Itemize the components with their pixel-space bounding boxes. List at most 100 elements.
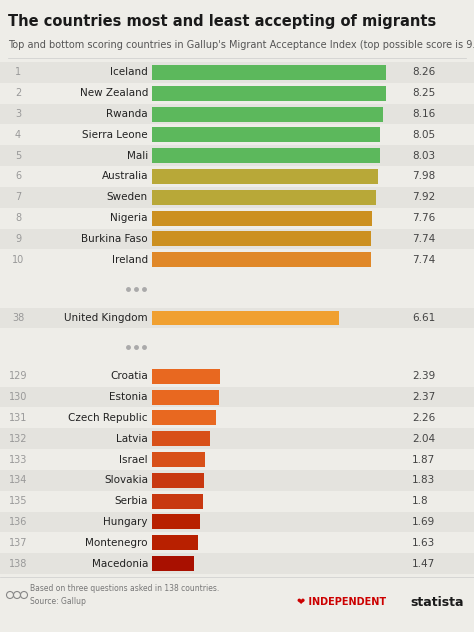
Text: 2.26: 2.26 (412, 413, 435, 423)
Bar (0, 490, 474, 511)
Bar (0, 511, 474, 532)
Text: 8.26: 8.26 (412, 68, 435, 77)
Text: 4: 4 (15, 130, 21, 140)
Text: 3: 3 (15, 109, 21, 119)
Text: Montenegro: Montenegro (85, 538, 148, 548)
Text: 8.16: 8.16 (412, 109, 435, 119)
Bar (152, 369, 220, 384)
Text: 2.37: 2.37 (412, 392, 435, 402)
Text: Top and bottom scoring countries in Gallup's Migrant Acceptance Index (top possi: Top and bottom scoring countries in Gall… (8, 40, 474, 50)
Text: 9: 9 (15, 234, 21, 244)
Text: Australia: Australia (101, 171, 148, 181)
Bar (152, 190, 376, 205)
Text: Czech Republic: Czech Republic (69, 413, 148, 423)
Text: 8.05: 8.05 (412, 130, 435, 140)
Bar (152, 86, 386, 100)
Text: 5: 5 (15, 150, 21, 161)
Text: Israel: Israel (119, 454, 148, 465)
Text: 7: 7 (15, 192, 21, 202)
Text: 131: 131 (9, 413, 27, 423)
Text: Slovakia: Slovakia (104, 475, 148, 485)
Text: ❤ INDEPENDENT: ❤ INDEPENDENT (297, 597, 386, 607)
Text: 1.69: 1.69 (412, 517, 435, 527)
Bar (152, 210, 372, 226)
Bar (152, 452, 205, 467)
Text: Mali: Mali (127, 150, 148, 161)
Bar (0, 249, 474, 270)
Bar (0, 553, 474, 574)
Text: Iceland: Iceland (110, 68, 148, 77)
Text: statista: statista (410, 595, 464, 609)
Bar (152, 128, 380, 142)
Bar (0, 308, 474, 329)
Bar (0, 187, 474, 208)
Text: 7.98: 7.98 (412, 171, 435, 181)
Text: 136: 136 (9, 517, 27, 527)
Bar (152, 535, 198, 550)
Bar (152, 148, 380, 163)
Text: 129: 129 (9, 371, 27, 381)
Text: Burkina Faso: Burkina Faso (82, 234, 148, 244)
Text: 137: 137 (9, 538, 27, 548)
Bar (0, 229, 474, 249)
Bar (152, 556, 194, 571)
Bar (0, 104, 474, 125)
Text: 1.63: 1.63 (412, 538, 435, 548)
Text: Macedonia: Macedonia (91, 559, 148, 569)
Bar (152, 65, 386, 80)
Text: 38: 38 (12, 313, 24, 323)
Bar (0, 125, 474, 145)
Text: 10: 10 (12, 255, 24, 265)
Text: 135: 135 (9, 496, 27, 506)
Text: 130: 130 (9, 392, 27, 402)
Text: 1.87: 1.87 (412, 454, 435, 465)
Text: 1.47: 1.47 (412, 559, 435, 569)
Bar (152, 310, 339, 325)
Text: 132: 132 (9, 434, 27, 444)
Text: 133: 133 (9, 454, 27, 465)
Bar (0, 83, 474, 104)
Text: Croatia: Croatia (110, 371, 148, 381)
Text: 2: 2 (15, 88, 21, 98)
Text: Hungary: Hungary (103, 517, 148, 527)
Text: 6: 6 (15, 171, 21, 181)
Text: 7.74: 7.74 (412, 234, 435, 244)
Text: 6.61: 6.61 (412, 313, 435, 323)
Text: Based on three questions asked in 138 countries.
Source: Gallup: Based on three questions asked in 138 co… (30, 584, 219, 605)
Bar (0, 166, 474, 187)
Bar (152, 107, 383, 121)
Bar (0, 387, 474, 408)
Text: 138: 138 (9, 559, 27, 569)
Bar (152, 252, 371, 267)
Bar (152, 231, 371, 246)
Text: 2.39: 2.39 (412, 371, 435, 381)
Bar (0, 532, 474, 553)
Text: Latvia: Latvia (116, 434, 148, 444)
Bar (152, 473, 204, 488)
Bar (0, 62, 474, 83)
Text: Serbia: Serbia (115, 496, 148, 506)
Text: 1.83: 1.83 (412, 475, 435, 485)
Text: 8.03: 8.03 (412, 150, 435, 161)
Bar (152, 494, 203, 509)
Bar (152, 514, 200, 530)
Text: Sweden: Sweden (107, 192, 148, 202)
Bar (152, 389, 219, 404)
Text: Estonia: Estonia (109, 392, 148, 402)
Bar (0, 145, 474, 166)
Bar (0, 470, 474, 490)
Text: Ireland: Ireland (112, 255, 148, 265)
Text: 1.8: 1.8 (412, 496, 428, 506)
Bar (152, 169, 378, 184)
Text: Sierra Leone: Sierra Leone (82, 130, 148, 140)
Text: 8: 8 (15, 213, 21, 223)
Text: 8.25: 8.25 (412, 88, 435, 98)
Text: The countries most and least accepting of migrants: The countries most and least accepting o… (8, 14, 436, 29)
Bar (0, 449, 474, 470)
Bar (0, 428, 474, 449)
Text: 2.04: 2.04 (412, 434, 435, 444)
Text: 1: 1 (15, 68, 21, 77)
Text: 134: 134 (9, 475, 27, 485)
Text: 7.92: 7.92 (412, 192, 435, 202)
Bar (152, 431, 210, 446)
